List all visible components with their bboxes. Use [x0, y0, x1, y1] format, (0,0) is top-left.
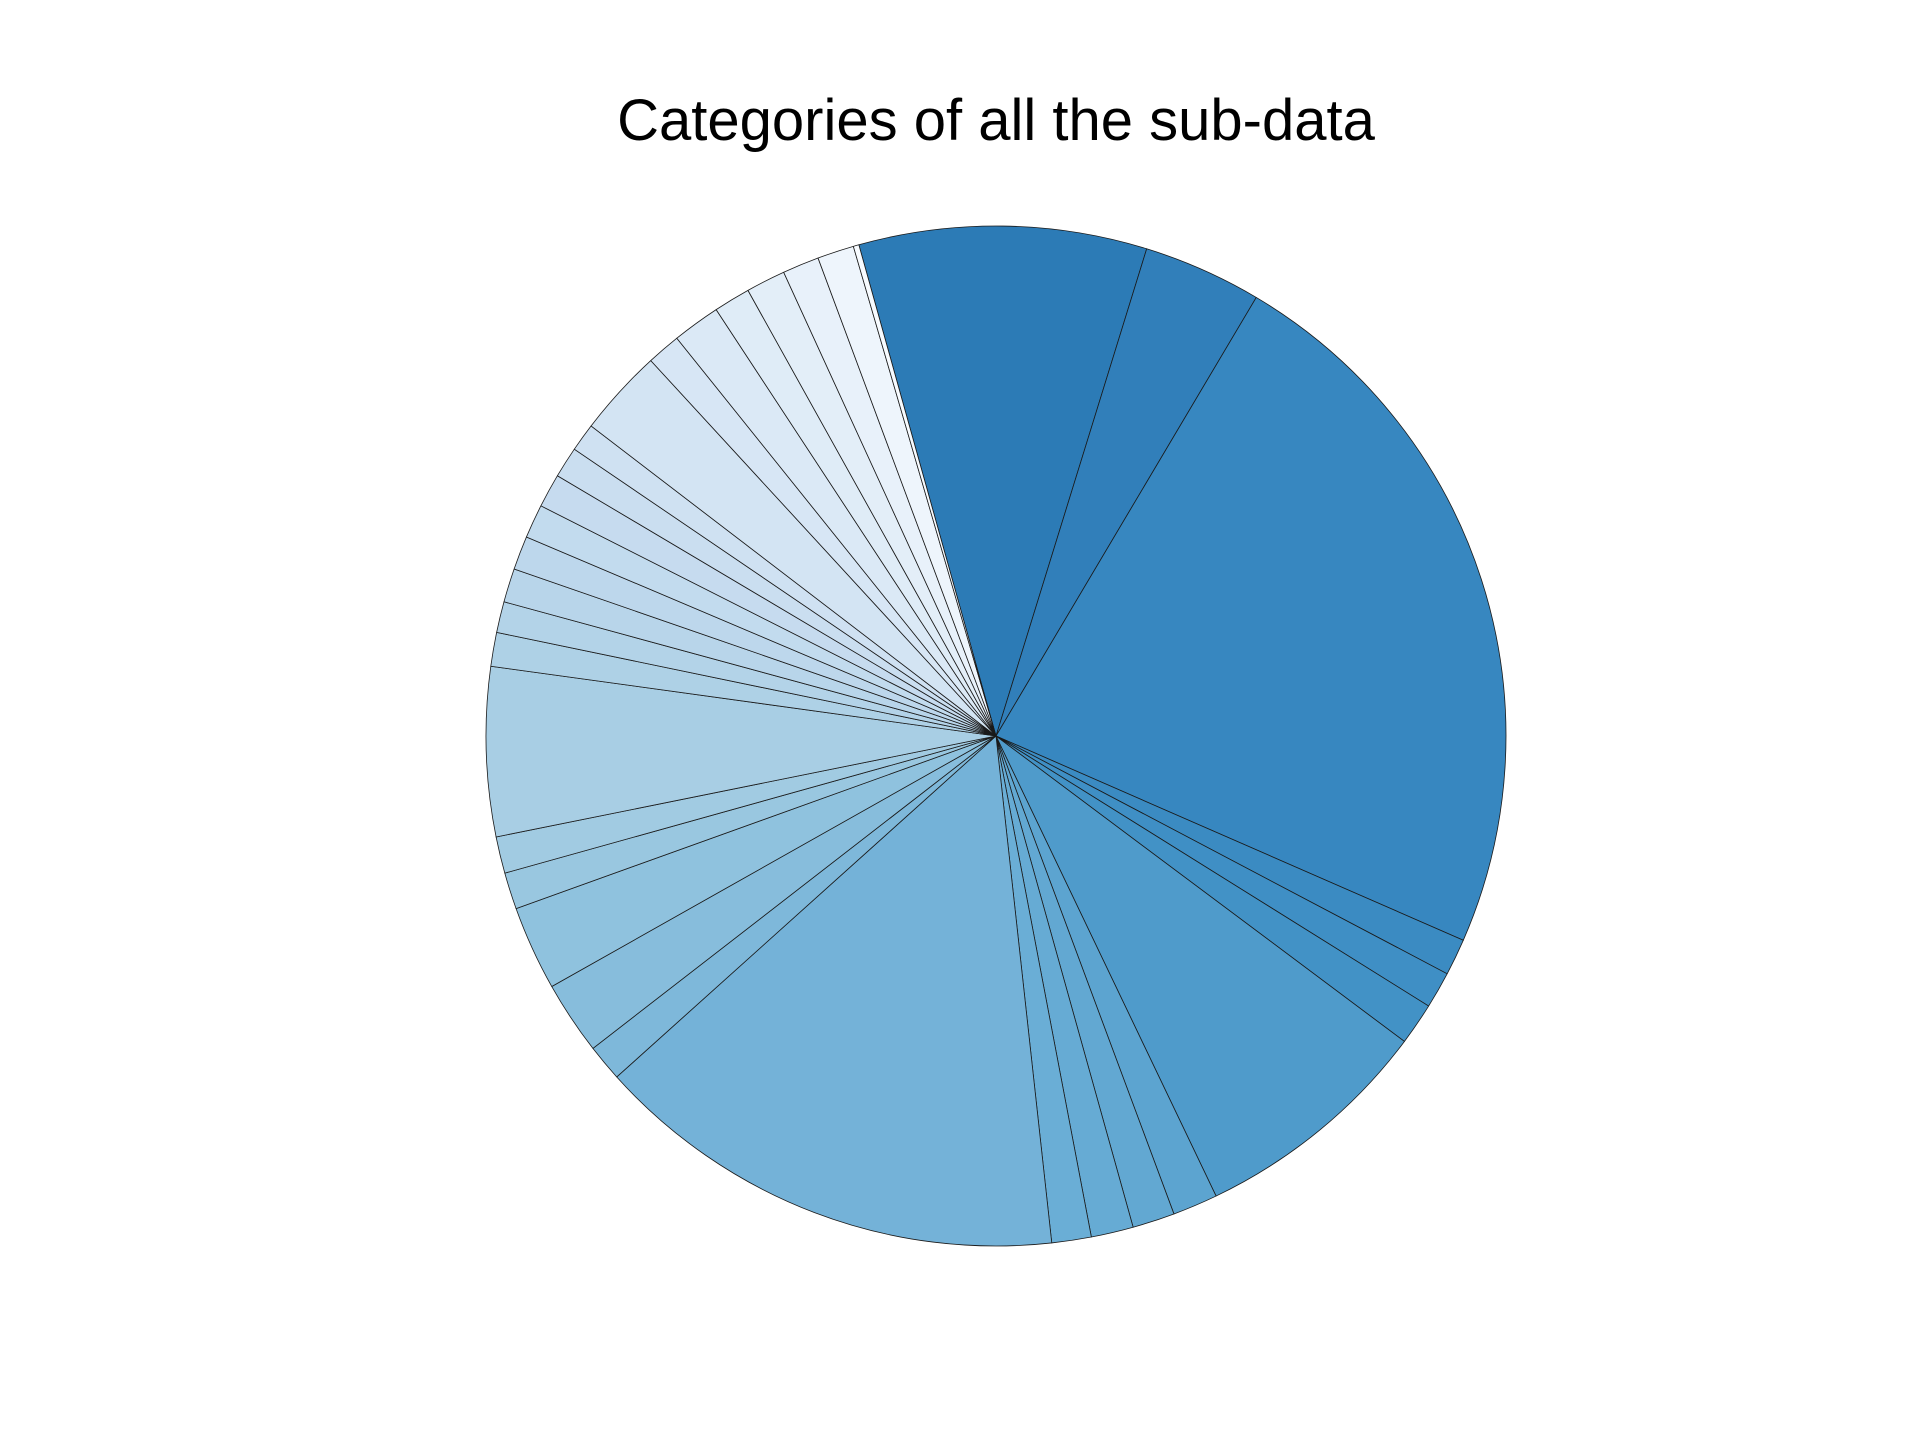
chart-title: Categories of all the sub-data [617, 88, 1375, 153]
pie-slice-34 [852, 244, 997, 737]
pie-slices [485, 225, 1507, 1247]
pie-slice-12 [616, 735, 1053, 1247]
pie-slice-3 [995, 297, 1507, 941]
pie-slice-1 [858, 225, 1148, 737]
pie-slice-18 [485, 665, 997, 838]
pie-slice-7 [995, 735, 1405, 1197]
